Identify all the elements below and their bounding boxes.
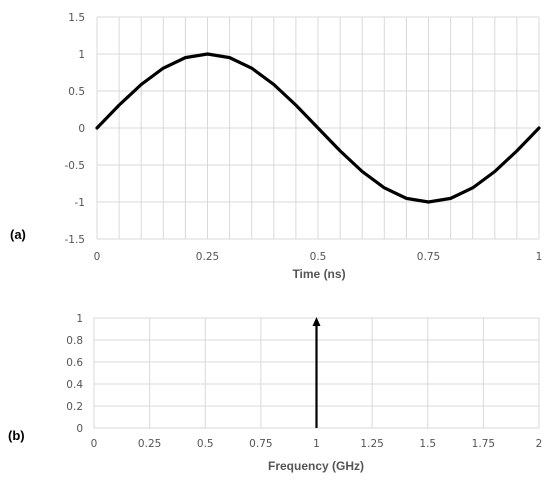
time-y-tick-label: 1 [78,49,85,61]
time-y-tick-label: -1 [75,197,85,209]
frequency-y-tick-label: 0.4 [66,379,83,391]
frequency-axis-title: Frequency (GHz) [268,459,364,473]
frequency-impulses [312,317,321,428]
frequency-x-tick-label: 1 [313,438,320,450]
frequency-chart-x-ticks: 0 0.25 0.5 0.75 1 1.25 1.5 1.75 2 [91,438,543,450]
frequency-domain-chart: 0 0.2 0.4 0.6 0.8 1 0 0.25 0.5 0.75 1 1.25 1.5 1.75 2… [8,313,542,473]
frequency-chart-y-ticks: 0 0.2 0.4 0.6 0.8 1 [66,313,83,435]
time-y-tick-label: 0 [78,123,85,135]
frequency-x-tick-label: 0.25 [138,438,161,450]
time-x-tick-label: 0.25 [196,251,219,263]
frequency-x-tick-label: 0.75 [249,438,272,450]
time-axis-title: Time (ns) [292,267,345,281]
time-chart-y-ticks: -1.5 -1 -0.5 0 0.5 1 1.5 [65,12,86,246]
frequency-y-tick-label: 0.2 [66,401,83,413]
time-y-tick-label: -0.5 [65,160,86,172]
frequency-y-tick-label: 0.8 [66,335,83,347]
frequency-y-tick-label: 1 [76,313,83,325]
panel-a-label: (a) [10,227,26,242]
frequency-x-tick-label: 0 [91,438,98,450]
time-domain-chart: -1.5 -1 -0.5 0 0.5 1 1.5 0 0.25 0.5 0.75 1 Time (n… [10,12,542,281]
frequency-x-tick-label: 2 [536,438,543,450]
frequency-x-tick-label: 1.75 [472,438,495,450]
frequency-x-tick-label: 1.5 [419,438,436,450]
sine-wave-series [95,52,541,204]
time-x-tick-label: 0 [94,251,101,263]
frequency-y-tick-label: 0.6 [66,357,83,369]
frequency-x-tick-label: 0.5 [197,438,214,450]
time-y-tick-label: 0.5 [68,86,85,98]
time-y-tick-label: 1.5 [68,12,85,24]
time-x-tick-label: 0.5 [310,251,327,263]
time-x-tick-label: 0.75 [417,251,440,263]
frequency-x-tick-label: 1.25 [360,438,383,450]
impulse-arrowhead [312,317,321,326]
time-chart-x-ticks: 0 0.25 0.5 0.75 1 [94,251,543,263]
time-y-tick-label: -1.5 [65,234,86,246]
time-x-tick-label: 1 [536,251,543,263]
frequency-y-tick-label: 0 [76,423,83,435]
panel-b-label: (b) [8,428,25,443]
